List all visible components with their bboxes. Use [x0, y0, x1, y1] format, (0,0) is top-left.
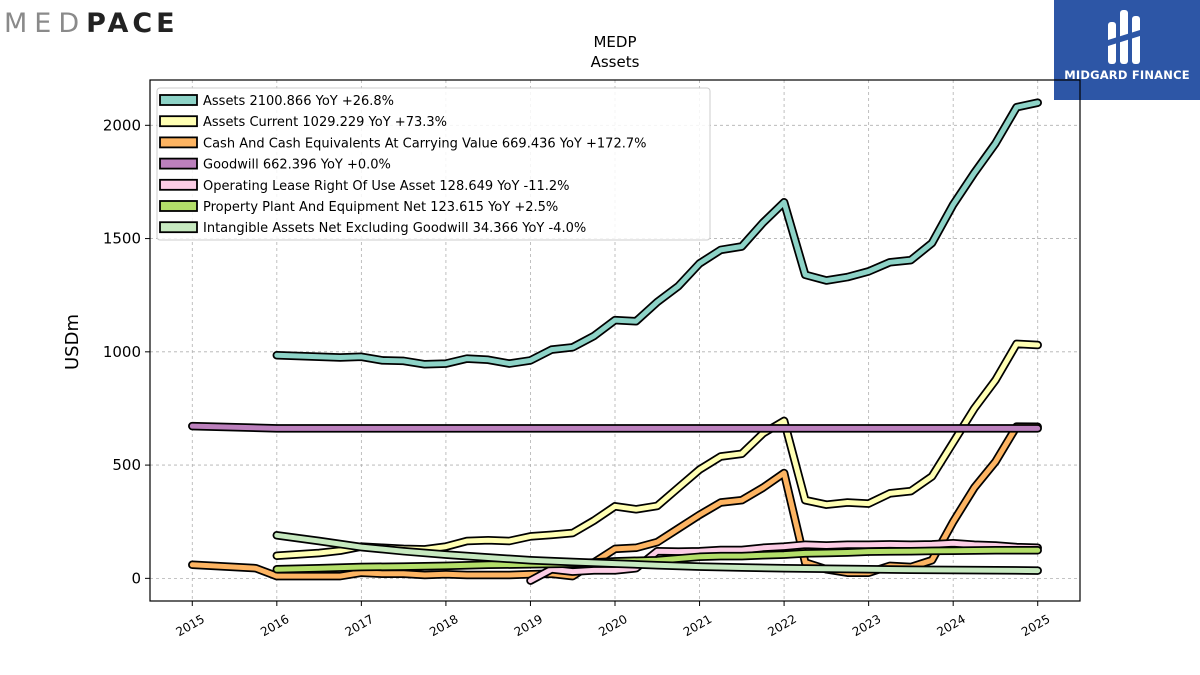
legend-label: Property Plant And Equipment Net 123.615… — [203, 200, 558, 215]
series-line — [272, 546, 1042, 574]
series-stroke — [274, 532, 1041, 574]
series-layer — [188, 98, 1042, 585]
legend-swatch — [159, 115, 198, 128]
legend-swatch — [159, 136, 198, 149]
y-tick-label: 1500 — [103, 230, 141, 248]
series-line — [272, 339, 1042, 560]
x-tick-label: 2023 — [850, 612, 883, 639]
series-stroke — [274, 547, 1041, 572]
legend-label: Intangible Assets Net Excluding Goodwill… — [203, 221, 586, 236]
series-stroke — [528, 540, 1041, 584]
chart-subtitle: Assets — [591, 53, 640, 71]
legend-label: Assets Current 1029.229 YoY +73.3% — [203, 115, 447, 130]
logo-text-dark: PACE — [86, 7, 179, 39]
legend-label: Goodwill 662.396 YoY +0.0% — [203, 158, 391, 173]
legend-swatch — [159, 94, 198, 106]
series-line — [188, 421, 1042, 433]
x-tick-label: 2025 — [1019, 612, 1052, 639]
x-tick-label: 2017 — [343, 612, 376, 639]
series-outline — [272, 339, 1042, 560]
legend-label: Operating Lease Right Of Use Asset 128.6… — [203, 179, 570, 194]
midgard-finance-logo: MIDGARD FINANCE — [1054, 0, 1200, 100]
chart-title: MEDP — [593, 33, 636, 51]
y-axis-label: USDm — [62, 314, 83, 370]
x-tick-label: 2020 — [596, 612, 629, 639]
legend: Assets 2100.866 YoY +26.8% Assets Current… — [156, 87, 711, 241]
y-tick-label: 500 — [112, 456, 141, 474]
legend-box — [156, 87, 711, 241]
midgard-logo-icon — [1108, 10, 1140, 64]
logo-text-light: MED — [4, 7, 87, 39]
legend-label: Cash And Cash Equivalents At Carrying Va… — [203, 136, 646, 151]
legend-swatch — [159, 157, 198, 170]
series-stroke — [274, 341, 1041, 559]
series-line — [526, 538, 1042, 585]
legend-label: Assets 2100.866 YoY +26.8% — [203, 94, 394, 109]
series-line — [272, 531, 1042, 575]
legend-swatch — [159, 221, 198, 234]
y-tick-label: 2000 — [103, 116, 141, 134]
x-tick-label: 2022 — [765, 612, 798, 639]
x-tick-label: 2024 — [934, 612, 967, 639]
x-tick-label: 2019 — [512, 612, 545, 639]
y-tick-label: 1000 — [103, 343, 141, 361]
x-tick-label: 2016 — [258, 612, 291, 639]
y-tick-label: 0 — [131, 569, 141, 587]
series-stroke — [274, 100, 1041, 367]
midgard-logo-text: MIDGARD FINANCE — [1064, 68, 1190, 82]
series-line — [272, 98, 1042, 369]
x-tick-label: 2021 — [681, 612, 714, 639]
legend-swatch — [159, 178, 198, 191]
legend-swatch — [159, 200, 198, 212]
series-stroke — [189, 423, 1041, 431]
x-tick-label: 2018 — [427, 612, 460, 639]
x-tick-label: 2015 — [174, 612, 207, 639]
medpace-logo: MED PACE — [4, 6, 179, 40]
